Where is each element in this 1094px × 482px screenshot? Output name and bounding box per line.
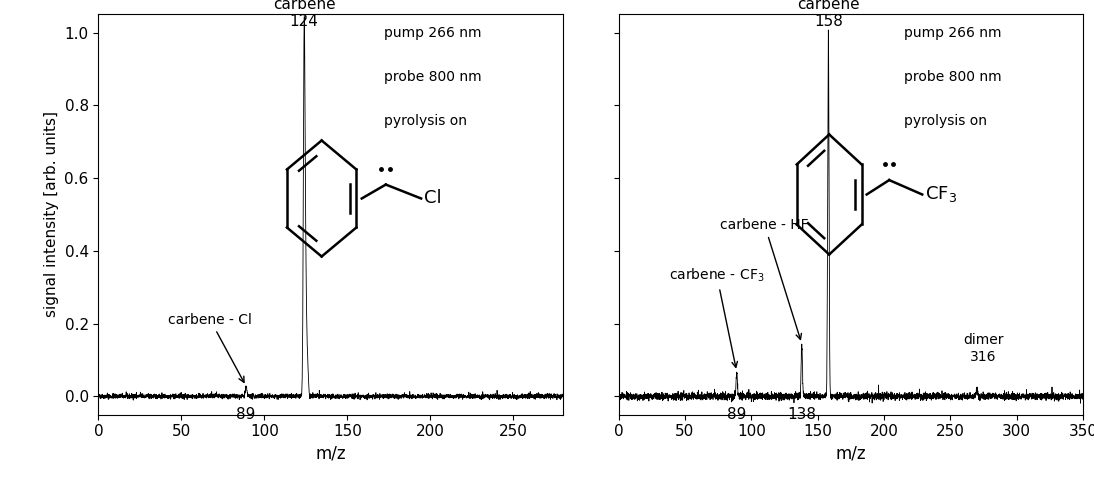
Y-axis label: signal intensity [arb. units]: signal intensity [arb. units] [44, 111, 59, 318]
X-axis label: m/z: m/z [315, 445, 346, 463]
Text: carbene - CF$_3$: carbene - CF$_3$ [670, 267, 765, 367]
Text: pyrolysis on: pyrolysis on [905, 115, 987, 129]
X-axis label: m/z: m/z [836, 445, 866, 463]
Text: 89: 89 [728, 406, 746, 422]
Text: carbene - HF: carbene - HF [720, 218, 808, 339]
Text: carbene
158: carbene 158 [796, 0, 860, 29]
Text: probe 800 nm: probe 800 nm [905, 70, 1002, 84]
Text: dimer
316: dimer 316 [964, 334, 1004, 363]
Text: carbene
124: carbene 124 [272, 0, 336, 29]
Text: pump 266 nm: pump 266 nm [384, 27, 481, 40]
Text: pyrolysis on: pyrolysis on [384, 115, 467, 129]
Text: pump 266 nm: pump 266 nm [905, 27, 1002, 40]
Text: carbene - Cl: carbene - Cl [168, 313, 252, 382]
Text: probe 800 nm: probe 800 nm [384, 70, 481, 84]
Text: 89: 89 [236, 406, 256, 422]
Text: 138: 138 [788, 406, 816, 422]
